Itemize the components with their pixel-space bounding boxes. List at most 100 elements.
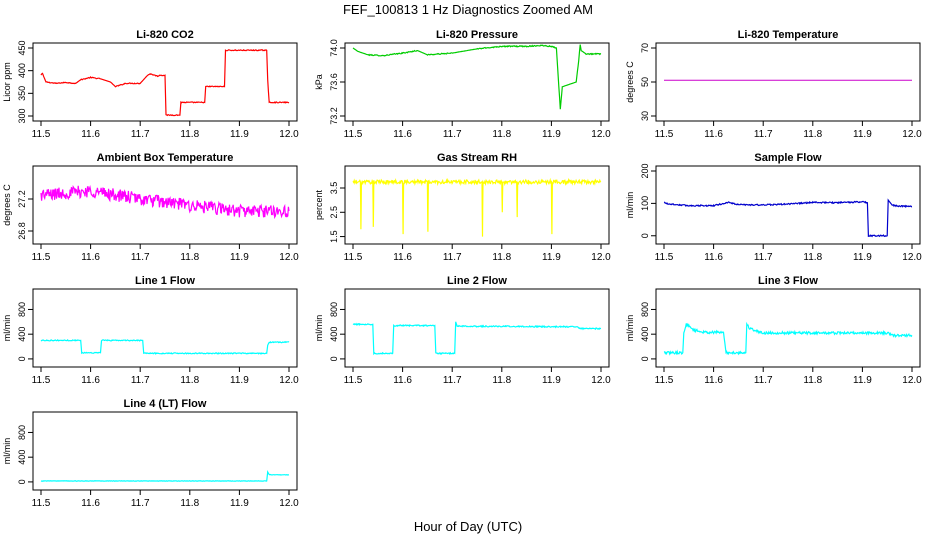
chart-panel: Li-820 Pressure kPa 11.5 11.6 11.7 11.8 11.9 12… [314,29,611,140]
x-tick-label: 11.9 [230,129,249,140]
x-tick-label: 11.6 [81,129,100,140]
y-tick-label: 400 [329,327,339,342]
series-line [40,470,290,482]
x-tick-label: 12.0 [591,252,611,263]
y-tick-label: 74.0 [329,39,339,57]
y-tick-label: 27.2 [17,190,27,208]
chart-title: Line 1 Flow [135,275,195,287]
chart-title: Li-820 CO2 [136,29,193,41]
y-tick-label: 800 [640,302,650,317]
x-tick-label: 11.9 [853,129,872,140]
x-tick-label: 11.8 [492,252,511,263]
y-tick-label: 70 [640,43,650,53]
y-tick-label: 400 [17,450,27,465]
y-tick-label: 0 [640,233,650,238]
plot-frame [32,288,298,368]
chart-panel: Line 2 Flow ml/min 11.5 11.6 11.7 11.8 11.9 12.… [314,275,611,386]
y-axis-label: ml/min [2,438,12,465]
y-axis-label: Licor ppm [2,62,12,102]
plot-frame [32,42,298,122]
y-tick-label: 3.5 [329,182,339,195]
plot-frame [32,165,298,245]
x-tick-label: 11.9 [230,252,249,263]
x-tick-label: 11.7 [754,252,773,263]
x-tick-label: 11.7 [443,252,462,263]
chart-panel: Gas Stream RH percent 11.5 11.6 11.7 11.8 11.9… [314,152,611,263]
x-tick-label: 11.8 [492,129,511,140]
chart-panel: Line 3 Flow ml/min 11.5 11.6 11.7 11.8 11.9 12.… [625,275,922,386]
series-line [352,321,602,356]
y-tick-label: 100 [640,196,650,211]
x-tick-label: 11.7 [443,129,462,140]
x-tick-label: 11.6 [393,375,412,386]
x-tick-label: 11.7 [754,129,773,140]
x-tick-label: 11.5 [344,252,363,263]
y-axis-label: kPa [314,74,324,90]
series-line [40,338,290,355]
y-tick-label: 350 [17,86,27,101]
x-tick-label: 11.9 [542,252,561,263]
x-tick-label: 11.6 [393,129,412,140]
x-tick-label: 11.9 [230,375,249,386]
plot-frame [344,165,610,245]
x-tick-label: 11.6 [81,375,100,386]
x-tick-label: 12.0 [902,129,922,140]
x-tick-label: 11.5 [655,129,674,140]
chart-title: Line 3 Flow [758,275,818,287]
chart-title: Li-820 Temperature [738,29,839,41]
x-tick-label: 11.9 [542,129,561,140]
y-axis-label: ml/min [314,315,324,342]
x-tick-label: 11.9 [230,498,249,509]
chart-title: Sample Flow [754,152,822,164]
x-tick-label: 11.7 [131,498,150,509]
plot-frame [655,42,921,122]
chart-panel: Sample Flow ml/min 11.5 11.6 11.7 11.8 11.9 12.… [625,152,922,263]
x-tick-label: 11.8 [492,375,511,386]
y-axis-label: ml/min [625,192,635,219]
chart-title: Line 2 Flow [447,275,507,287]
y-tick-label: 200 [640,163,650,178]
y-tick-label: 73.6 [329,73,339,91]
series-line [663,198,913,238]
x-tick-label: 11.6 [81,252,100,263]
x-tick-label: 12.0 [279,252,299,263]
y-tick-label: 800 [17,302,27,317]
x-tick-label: 11.5 [32,498,51,509]
x-tick-label: 11.8 [180,375,199,386]
y-tick-label: 1.5 [329,230,339,243]
y-tick-label: 800 [329,302,339,317]
x-tick-label: 12.0 [279,375,299,386]
x-tick-label: 11.6 [393,252,412,263]
chart-panel: Li-820 Temperature degrees C 11.5 11.6 11.7 1… [625,29,922,140]
chart-title: Ambient Box Temperature [97,152,234,164]
y-tick-label: 0 [640,356,650,361]
y-tick-label: 400 [17,327,27,342]
x-tick-label: 12.0 [279,129,299,140]
y-tick-label: 30 [640,111,650,121]
x-tick-label: 11.9 [542,375,561,386]
y-tick-label: 450 [17,40,27,55]
x-tick-label: 11.8 [803,252,822,263]
x-tick-label: 11.5 [32,375,51,386]
x-tick-label: 11.7 [443,375,462,386]
x-tick-label: 11.7 [131,375,150,386]
y-axis-label: ml/min [2,315,12,342]
figure-title: FEF_100813 1 Hz Diagnostics Zoomed AM [343,2,593,17]
x-tick-label: 11.6 [704,375,723,386]
plot-frame [655,288,921,368]
chart-panel: Line 1 Flow ml/min 11.5 11.6 11.7 11.8 11.9 12.… [2,275,299,386]
x-tick-label: 11.8 [803,129,822,140]
x-tick-label: 11.6 [704,129,723,140]
series-line [352,177,602,237]
y-tick-label: 50 [640,77,650,87]
y-axis-label: percent [314,189,324,220]
figure-xlabel: Hour of Day (UTC) [414,519,522,534]
series-line [40,184,290,220]
x-tick-label: 11.5 [32,129,51,140]
y-tick-label: 0 [329,356,339,361]
y-tick-label: 2.5 [329,206,339,219]
y-tick-label: 800 [17,425,27,440]
chart-title: Li-820 Pressure [436,29,518,41]
y-tick-label: 26.8 [17,222,27,240]
